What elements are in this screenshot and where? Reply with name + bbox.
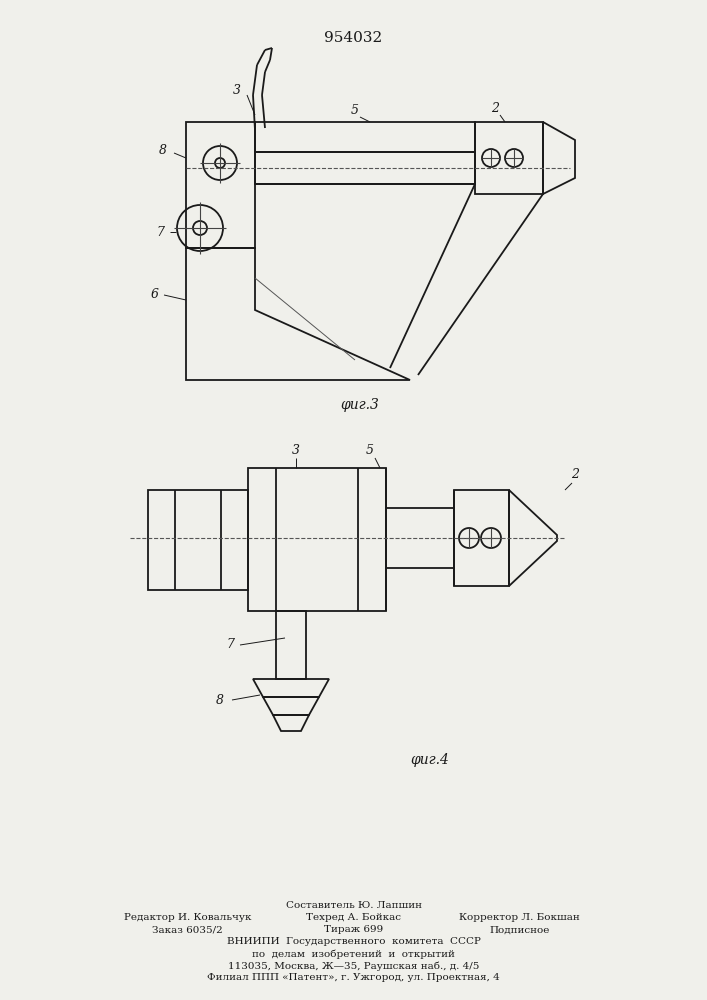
Text: Техред А. Бойкас: Техред А. Бойкас <box>306 914 401 922</box>
Text: Подписное: Подписное <box>489 926 550 934</box>
Bar <box>148 490 248 590</box>
Text: 7: 7 <box>156 226 164 238</box>
Text: Редактор И. Ковальчук: Редактор И. Ковальчук <box>124 914 251 922</box>
Bar <box>255 152 475 184</box>
Text: Корректор Л. Бокшан: Корректор Л. Бокшан <box>460 914 580 922</box>
Text: φиг.3: φиг.3 <box>341 398 380 412</box>
Text: по  делам  изобретений  и  открытий: по делам изобретений и открытий <box>252 949 455 959</box>
Bar <box>386 508 454 568</box>
Text: 3: 3 <box>292 444 300 456</box>
Text: 8: 8 <box>159 143 167 156</box>
Bar <box>276 611 306 679</box>
Bar <box>248 468 386 611</box>
Text: 3: 3 <box>233 84 241 97</box>
Text: Составитель Ю. Лапшин: Составитель Ю. Лапшин <box>286 902 421 910</box>
Text: 113035, Москва, Ж—35, Раушская наб., д. 4/5: 113035, Москва, Ж—35, Раушская наб., д. … <box>228 961 479 971</box>
Text: 5: 5 <box>351 104 359 116</box>
Text: Филиал ППП «Патент», г. Ужгород, ул. Проектная, 4: Филиал ППП «Патент», г. Ужгород, ул. Про… <box>207 974 500 982</box>
Bar <box>186 122 255 248</box>
Bar <box>255 122 475 152</box>
Text: 954032: 954032 <box>324 31 382 45</box>
Text: 2: 2 <box>571 468 579 482</box>
Text: 6: 6 <box>151 288 159 302</box>
Bar <box>454 490 509 586</box>
Text: 5: 5 <box>366 444 374 456</box>
Text: ВНИИПИ  Государственного  комитета  СССР: ВНИИПИ Государственного комитета СССР <box>226 938 481 946</box>
Text: Тираж 699: Тираж 699 <box>324 926 383 934</box>
Text: φиг.4: φиг.4 <box>411 753 450 767</box>
Text: 8: 8 <box>216 694 224 706</box>
Text: Заказ 6035/2: Заказ 6035/2 <box>152 926 223 934</box>
Text: 2: 2 <box>491 102 499 114</box>
Text: 7: 7 <box>226 639 234 652</box>
Bar <box>475 122 543 194</box>
